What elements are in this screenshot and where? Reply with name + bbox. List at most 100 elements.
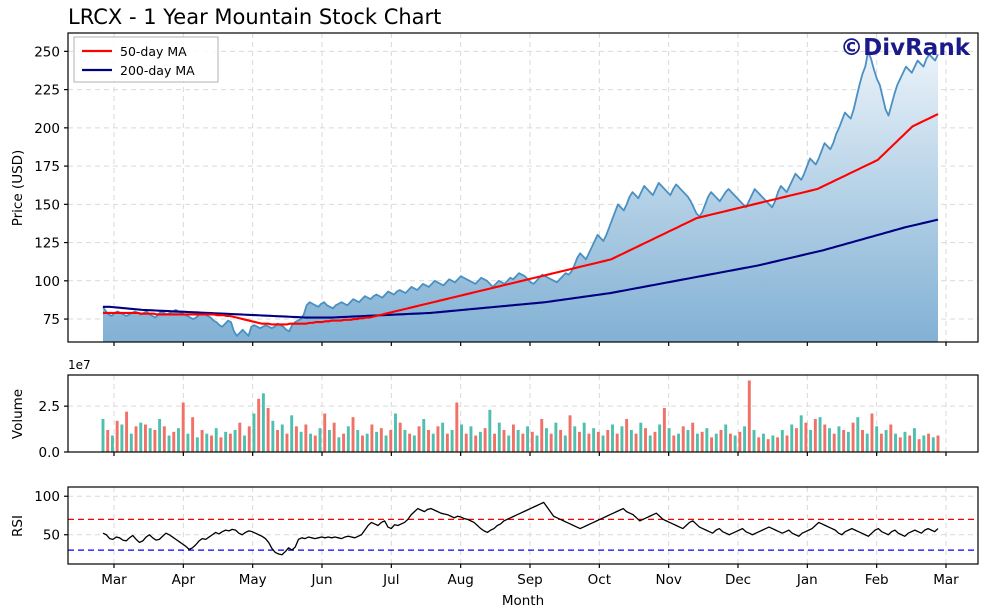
volume-bar — [266, 408, 270, 452]
volume-bar — [856, 417, 860, 452]
volume-bar — [337, 437, 341, 452]
volume-bar — [332, 422, 336, 452]
svg-text:50: 50 — [43, 528, 60, 544]
volume-bar — [582, 422, 586, 452]
volume-bar — [210, 435, 213, 452]
volume-bar — [195, 437, 199, 452]
volume-bar — [252, 413, 256, 452]
volume-bar — [804, 422, 808, 452]
volume-bar — [691, 422, 695, 452]
volume-bar — [681, 426, 685, 452]
rsi-line — [102, 501, 939, 556]
volume-bar — [450, 430, 454, 452]
volume-bar — [922, 435, 926, 452]
volume-bar — [191, 417, 195, 452]
volume-bar — [710, 437, 714, 452]
volume-bar — [351, 417, 355, 452]
svg-text:Mar: Mar — [933, 572, 959, 588]
volume-bar — [205, 433, 209, 452]
volume-bar — [379, 428, 383, 452]
volume-bar — [813, 419, 817, 452]
volume-bar — [700, 431, 704, 452]
volume-bar — [936, 435, 940, 452]
volume-bar — [908, 435, 912, 452]
volume-bar — [931, 437, 935, 452]
volume-bar — [875, 426, 879, 452]
volume-bar — [431, 433, 435, 452]
watermark: ©DivRank — [840, 35, 971, 61]
volume-bar — [323, 413, 327, 452]
legend: 50-day MA 200-day MA — [73, 36, 219, 83]
svg-text:125: 125 — [34, 236, 60, 252]
volume-bar — [578, 431, 581, 452]
volume-bar — [795, 428, 798, 452]
volume-bar — [865, 433, 869, 452]
volume-bar — [257, 398, 261, 452]
volume-bar — [917, 439, 921, 452]
volume-bar — [224, 431, 228, 452]
volume-bar — [356, 430, 360, 452]
price-panel-frame — [67, 32, 979, 343]
volume-bar — [743, 426, 747, 452]
volume-bar — [870, 413, 874, 452]
volume-bar — [903, 431, 907, 452]
volume-panel-frame — [67, 374, 979, 453]
volume-offset-text: 1e7 — [68, 358, 91, 372]
volume-bar — [705, 428, 709, 452]
volume-bar — [747, 380, 751, 452]
volume-bar — [370, 424, 374, 452]
x-axis-ticks: Mar Apr May Jun Jul Aug Sep Oct Nov Dec Jan Feb Mar — [101, 342, 959, 588]
svg-text:0.0: 0.0 — [39, 445, 60, 461]
volume-bar — [101, 419, 105, 452]
volume-bar — [828, 428, 831, 452]
svg-text:100: 100 — [34, 274, 60, 290]
volume-bar — [299, 431, 303, 452]
volume-bar — [879, 433, 883, 452]
price-y-ticks: 75 100 125 150 175 200 225 250 — [34, 44, 68, 328]
volume-bar — [559, 430, 563, 452]
volume-bar — [271, 420, 275, 452]
volume-bar — [818, 417, 822, 452]
volume-bar — [634, 433, 638, 452]
volume-bar — [596, 431, 600, 452]
volume-bar — [563, 435, 567, 452]
volume-bar — [837, 426, 841, 452]
price-line — [102, 50, 939, 337]
volume-bar — [502, 430, 506, 452]
volume-bar — [549, 433, 553, 452]
volume-bar — [573, 426, 577, 452]
volume-bar — [403, 430, 407, 452]
svg-text:175: 175 — [34, 159, 60, 175]
volume-bar — [733, 435, 737, 452]
svg-text:Jul: Jul — [382, 572, 399, 588]
svg-text:225: 225 — [34, 83, 60, 99]
volume-bar — [177, 428, 180, 452]
volume-bar — [625, 419, 629, 452]
volume-bar — [342, 433, 346, 452]
volume-bar — [785, 435, 789, 452]
volume-bar — [653, 431, 657, 452]
volume-bar — [441, 422, 445, 452]
volume-bar — [427, 430, 430, 452]
volume-bar — [478, 431, 482, 452]
volume-bar — [842, 430, 846, 452]
volume-bar — [110, 435, 114, 452]
volume-bar — [243, 435, 246, 452]
rsi-panel-frame — [67, 486, 979, 565]
volume-bar — [851, 422, 855, 452]
volume-bar — [516, 430, 520, 452]
svg-text:Nov: Nov — [655, 572, 681, 588]
svg-text:Feb: Feb — [865, 572, 889, 588]
volume-bar — [417, 426, 421, 452]
svg-text:250: 250 — [34, 44, 60, 60]
x-axis-label: Month — [502, 593, 544, 609]
rsi-y-ticks: 50 100 — [34, 489, 68, 544]
volume-bar — [483, 428, 487, 452]
volume-bar — [846, 431, 850, 452]
svg-text:200: 200 — [34, 121, 60, 137]
volume-bar — [526, 426, 530, 452]
volume-bar — [139, 422, 143, 452]
volume-bar — [719, 430, 723, 452]
volume-bars — [101, 380, 940, 452]
